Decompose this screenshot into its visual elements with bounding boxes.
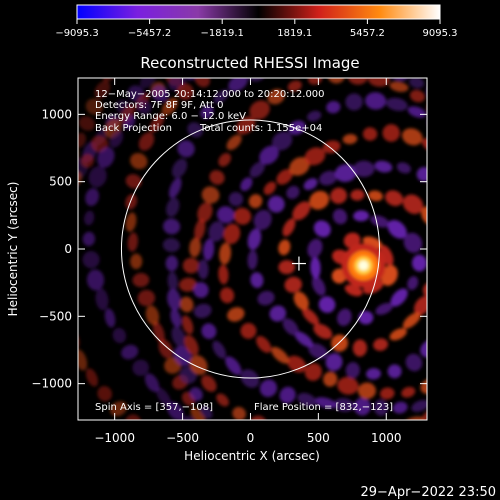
chart-title: Reconstructed RHESSI Image bbox=[140, 54, 359, 72]
y-tick-label: 500 bbox=[49, 175, 72, 189]
flare-position-label: Flare Position = [832,−123] bbox=[254, 402, 393, 413]
y-axis-label: Heliocentric Y (arcsec) bbox=[6, 182, 20, 317]
annotation-total-counts: Total counts: 1.155e+04 bbox=[199, 123, 322, 134]
spin-axis-marker bbox=[291, 256, 306, 271]
x-tick-label: −1000 bbox=[94, 431, 135, 445]
footer-timestamp: 29−Apr−2022 23:50 bbox=[361, 485, 497, 500]
x-tick-label: −500 bbox=[166, 431, 199, 445]
y-tick-label: 0 bbox=[64, 242, 72, 256]
x-tick-label: 500 bbox=[307, 431, 330, 445]
spin-axis-label: Spin Axis = [357,−108] bbox=[95, 402, 213, 413]
y-tick-label: −500 bbox=[39, 309, 72, 323]
colorbar-tick-label: 1819.1 bbox=[277, 28, 312, 39]
info-annotations: 12−May−2005 20:14:12.000 to 20:20:12.000… bbox=[95, 89, 393, 413]
colorbar-tick-label: 5457.2 bbox=[350, 28, 385, 39]
y-tick-label: −1000 bbox=[31, 377, 72, 391]
x-axis-label: Heliocentric X (arcsec) bbox=[184, 449, 320, 463]
colorbar-tick-label: 9095.3 bbox=[423, 28, 458, 39]
axis-ticks: −1000 −500 0 500 1000 −1000 −500 0 500 1000 bbox=[31, 78, 427, 445]
annotation-detectors: Detectors: 7F 8F 9F, Att 0 bbox=[95, 100, 223, 111]
solar-limb-circle bbox=[120, 119, 380, 379]
annotation-energy: Energy Range: 6.0 − 12.0 keV bbox=[95, 111, 246, 122]
x-tick-label: 0 bbox=[247, 431, 255, 445]
annotation-time-range: 12−May−2005 20:14:12.000 to 20:20:12.000 bbox=[95, 89, 325, 100]
colorbar bbox=[76, 4, 441, 20]
annotation-method: Back Projection bbox=[95, 123, 172, 134]
y-tick-label: 1000 bbox=[41, 107, 72, 121]
colorbar-tick-label: −1819.1 bbox=[201, 28, 244, 39]
colorbar-tick-label: −5457.2 bbox=[128, 28, 171, 39]
colorbar-tick-label: −9095.3 bbox=[55, 28, 98, 39]
heatmap-image bbox=[78, 78, 427, 420]
x-tick-label: 1000 bbox=[371, 431, 402, 445]
colorbar-ticks: −9095.3 −5457.2 −1819.1 1819.1 5457.2 9095.3 bbox=[55, 19, 458, 39]
